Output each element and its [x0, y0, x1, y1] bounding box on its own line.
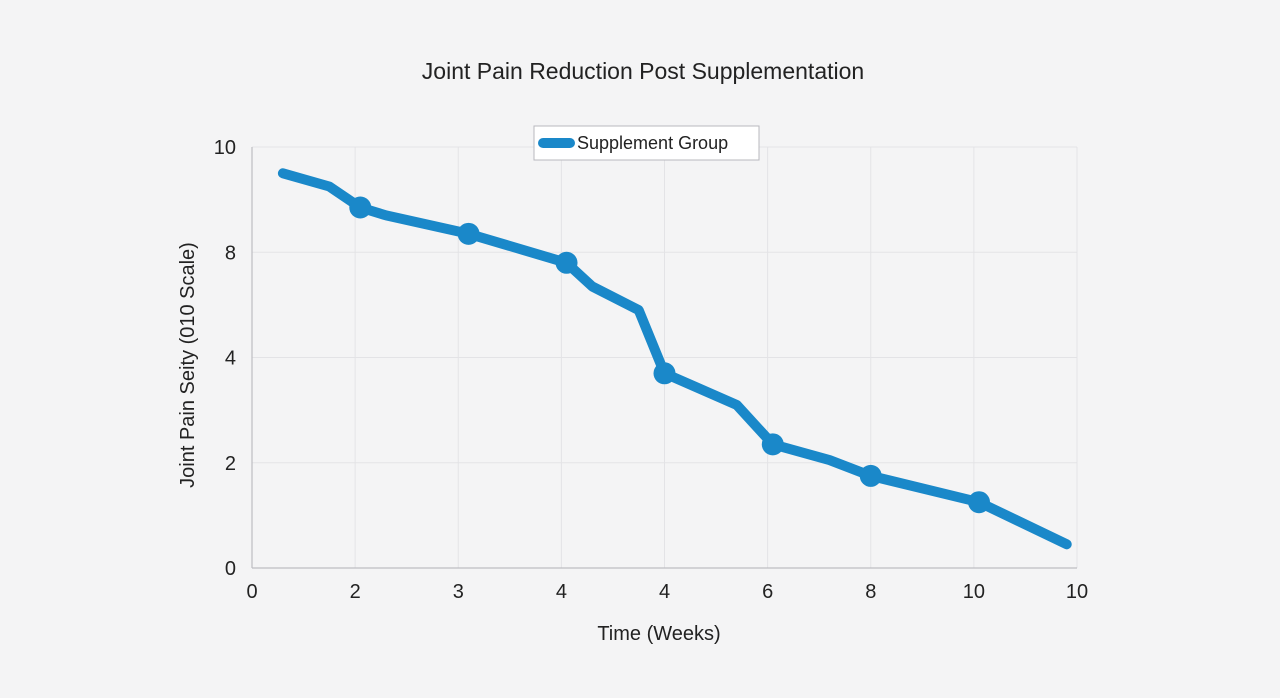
y-tick-label: 10: [214, 137, 236, 159]
x-tick-label: 8: [865, 581, 876, 603]
data-point: [859, 464, 882, 487]
data-point: [968, 491, 991, 514]
y-tick-label: 2: [225, 453, 236, 475]
x-tick-label: 4: [659, 581, 670, 603]
x-tick-label: 6: [762, 581, 773, 603]
x-tick-label: 0: [246, 581, 257, 603]
legend: Supplement Group: [533, 125, 760, 161]
x-tick-label: 3: [453, 581, 464, 603]
x-tick-label: 4: [556, 581, 567, 603]
y-tick-label: 8: [225, 242, 236, 264]
axes: [251, 147, 1077, 569]
series-layer: [277, 168, 1072, 550]
x-tick-label: 2: [350, 581, 361, 603]
grid: [252, 146, 1078, 568]
y-tick-labels: 0 2 4 8 10: [214, 137, 236, 580]
y-tick-label: 0: [225, 558, 236, 580]
x-tick-label: 10: [963, 581, 985, 603]
x-tick-label: 10: [1066, 581, 1088, 603]
data-point: [555, 251, 578, 274]
legend-label: Supplement Group: [577, 133, 728, 153]
x-tick-labels: 0 2 3 4 4 6 8 10 10: [246, 581, 1088, 603]
data-point: [349, 196, 372, 219]
y-axis-label: Joint Pain Seity (010 Scale): [177, 242, 199, 488]
data-point: [457, 222, 480, 245]
chart-title: Joint Pain Reduction Post Supplementatio…: [422, 58, 864, 84]
y-tick-label: 4: [225, 348, 236, 370]
x-axis-label: Time (Weeks): [597, 623, 720, 645]
data-point: [653, 362, 676, 385]
data-point: [761, 433, 784, 456]
